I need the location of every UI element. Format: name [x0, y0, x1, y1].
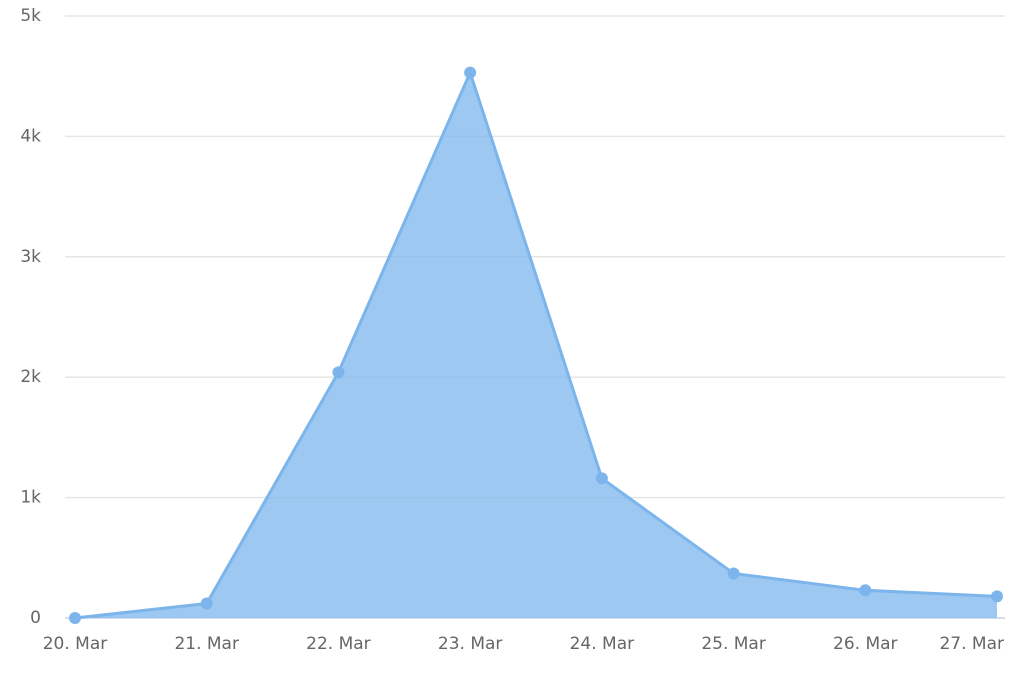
data-point	[464, 66, 477, 79]
data-point	[200, 597, 213, 610]
data-point	[332, 366, 345, 379]
x-tick-label: 22. Mar	[306, 634, 371, 654]
x-tick-label: 24. Mar	[570, 634, 635, 654]
x-tick-label: 23. Mar	[438, 634, 503, 654]
y-tick-label: 1k	[20, 488, 41, 508]
data-point	[991, 590, 1003, 603]
x-tick-label: 26. Mar	[833, 634, 898, 654]
data-point	[595, 472, 608, 485]
area-line	[74, 68, 998, 620]
y-tick-label: 4k	[20, 126, 41, 146]
data-point	[69, 612, 81, 624]
y-tick-label: 5k	[20, 6, 41, 26]
area-fill	[75, 72, 997, 618]
y-tick-label: 3k	[20, 247, 41, 267]
x-tick-label: 27. Mar	[939, 634, 1004, 654]
x-tick-label: 20. Mar	[43, 634, 108, 654]
data-point	[727, 567, 740, 580]
x-tick-label: 25. Mar	[701, 634, 766, 654]
data-point	[859, 584, 872, 597]
x-tick-label: 21. Mar	[174, 634, 239, 654]
y-tick-label: 2k	[20, 367, 41, 387]
y-tick-label: 0	[30, 608, 41, 628]
